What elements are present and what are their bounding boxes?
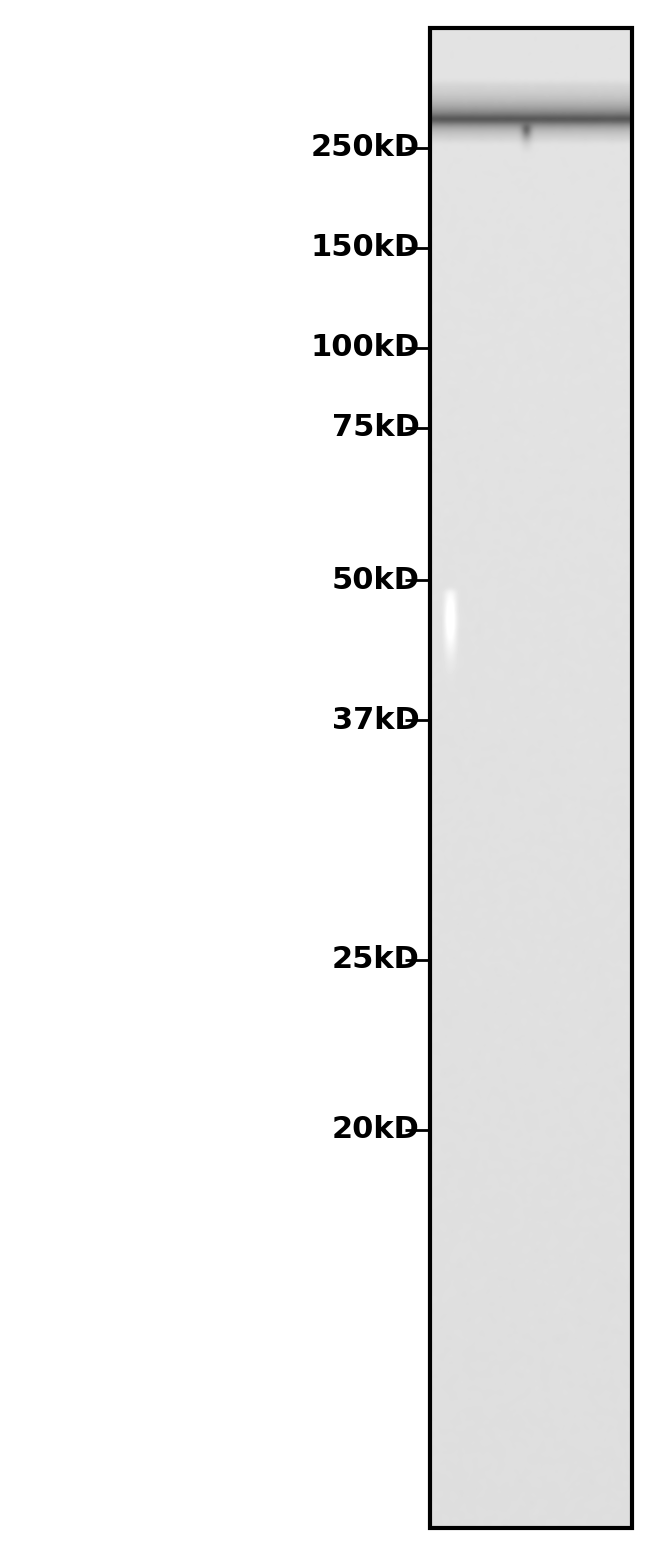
Text: 50kD: 50kD bbox=[332, 566, 420, 595]
Text: 75kD: 75kD bbox=[332, 414, 420, 442]
Text: 150kD: 150kD bbox=[311, 234, 420, 262]
Text: 37kD: 37kD bbox=[332, 705, 420, 735]
Text: 100kD: 100kD bbox=[311, 333, 420, 363]
Text: 25kD: 25kD bbox=[332, 946, 420, 975]
Text: 20kD: 20kD bbox=[332, 1116, 420, 1144]
Text: 250kD: 250kD bbox=[311, 133, 420, 163]
Bar bbox=[430, 28, 632, 1528]
